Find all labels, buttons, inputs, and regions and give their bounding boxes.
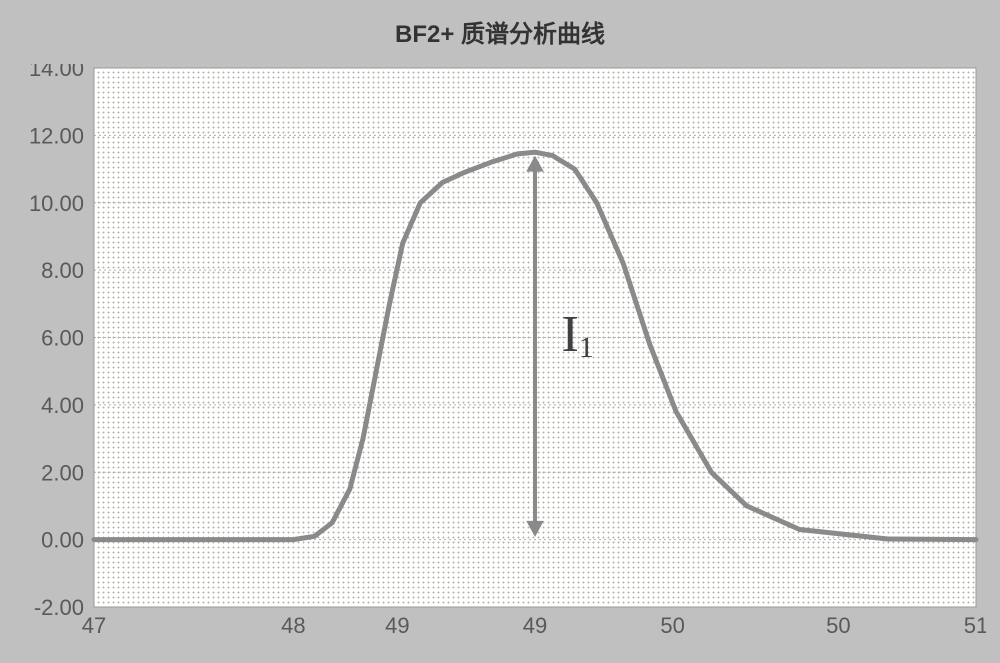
x-tick-label: 49 (385, 613, 409, 638)
y-tick-label: 2.00 (41, 460, 84, 485)
y-tick-label: 6.00 (41, 326, 84, 351)
y-tick-label: 10.00 (29, 191, 84, 216)
y-tick-label: 4.00 (41, 393, 84, 418)
y-tick-label: 8.00 (41, 258, 84, 283)
x-tick-label: 51 (964, 613, 986, 638)
x-tick-label: 50 (826, 613, 850, 638)
y-tick-label: 14.00 (29, 64, 84, 81)
x-tick-label: 48 (281, 613, 305, 638)
y-tick-label: 0.00 (41, 528, 84, 553)
x-tick-label: 49 (523, 613, 547, 638)
chart-svg: -2.00 0.00 2.00 4.00 6.00 8.00 10.00 12.00 14.00… (14, 64, 986, 641)
x-axis: 47 48 49 49 50 50 51 (82, 613, 986, 638)
y-axis: -2.00 0.00 2.00 4.00 6.00 8.00 10.00 12.00 14.00 (29, 64, 84, 620)
y-tick-label: 12.00 (29, 123, 84, 148)
x-tick-label: 47 (82, 613, 106, 638)
chart-container: BF2+ 质谱分析曲线 -2.00 0.00 2.00 4.00 6.00 8.00 10.… (0, 0, 1000, 663)
x-tick-label: 50 (660, 613, 684, 638)
chart-title: BF2+ 质谱分析曲线 (14, 10, 986, 60)
plot-wrapper: -2.00 0.00 2.00 4.00 6.00 8.00 10.00 12.00 14.00… (14, 64, 986, 641)
y-tick-label: -2.00 (34, 595, 84, 620)
